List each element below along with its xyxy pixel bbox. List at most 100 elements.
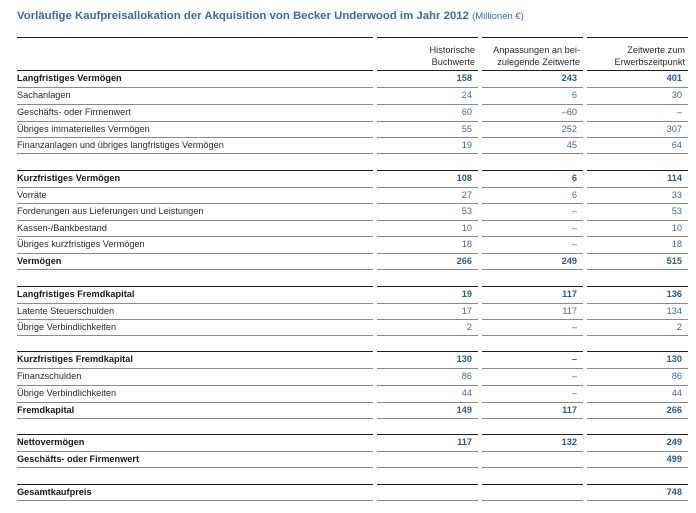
row-rule bbox=[587, 434, 688, 435]
row-label: Sachanlagen bbox=[17, 90, 71, 100]
cell-v1: 17 bbox=[461, 306, 472, 316]
row-rule-bottom bbox=[377, 467, 478, 468]
cell-v1: 27 bbox=[461, 190, 472, 200]
title-text: Vorläufige Kaufpreisallokation der Akqui… bbox=[17, 10, 469, 22]
row-rule bbox=[17, 70, 373, 71]
row-rule bbox=[377, 203, 478, 204]
row-rule bbox=[17, 303, 373, 304]
row-rule-bottom bbox=[482, 418, 583, 419]
row-rule bbox=[377, 220, 478, 221]
row-rule bbox=[17, 87, 373, 88]
row-label: Forderungen aus Lieferungen und Leistung… bbox=[17, 206, 204, 216]
row-rule bbox=[377, 286, 478, 287]
row-label: Übriges immaterielles Vermögen bbox=[17, 124, 150, 134]
row-rule bbox=[482, 402, 583, 403]
cell-v1: 44 bbox=[461, 388, 472, 398]
row-rule bbox=[377, 351, 478, 352]
row-rule bbox=[377, 368, 478, 369]
row-rule-bottom bbox=[17, 153, 373, 154]
row-rule bbox=[587, 351, 688, 352]
row-rule-bottom bbox=[482, 153, 583, 154]
cell-v3: 266 bbox=[666, 405, 682, 415]
row-rule bbox=[17, 220, 373, 221]
row-rule-bottom bbox=[17, 335, 373, 336]
row-rule bbox=[587, 187, 688, 188]
cell-v3: 515 bbox=[666, 256, 682, 266]
cell-v2: 117 bbox=[562, 405, 577, 415]
row-rule bbox=[17, 385, 373, 386]
row-rule-bottom bbox=[482, 335, 583, 336]
row-rule-bottom bbox=[587, 153, 688, 154]
row-rule bbox=[482, 303, 583, 304]
title-unit: (Millionen €) bbox=[472, 11, 524, 22]
row-rule bbox=[482, 286, 583, 287]
row-rule bbox=[377, 319, 478, 320]
row-rule bbox=[587, 484, 688, 485]
header-col1: Historische Buchwerte bbox=[377, 44, 475, 68]
cell-v3: 307 bbox=[666, 124, 682, 134]
cell-v3: 44 bbox=[671, 388, 682, 398]
cell-v1: 117 bbox=[457, 437, 472, 447]
row-rule bbox=[377, 121, 478, 122]
header-col1-line2: Buchwerte bbox=[431, 57, 475, 67]
cell-v2: – bbox=[571, 371, 577, 381]
cell-v2: – bbox=[571, 223, 577, 233]
row-rule bbox=[17, 170, 373, 171]
row-rule-bottom bbox=[377, 418, 478, 419]
row-rule bbox=[17, 451, 373, 452]
cell-v3: 33 bbox=[671, 190, 682, 200]
row-rule-bottom bbox=[377, 269, 478, 270]
row-label: Langfristiges Fremdkapital bbox=[17, 289, 135, 299]
header-col2-line2: zulegende Zeitwerte bbox=[497, 57, 580, 67]
top-rule-col2 bbox=[482, 37, 583, 38]
row-rule-bottom bbox=[482, 467, 583, 468]
cell-v2: – bbox=[571, 206, 577, 216]
cell-v1: 149 bbox=[456, 405, 472, 415]
row-rule-bottom bbox=[377, 153, 478, 154]
row-rule bbox=[17, 104, 373, 105]
row-rule bbox=[17, 351, 373, 352]
row-label: Geschäfts- oder Firmenwert bbox=[17, 107, 131, 117]
row-rule bbox=[482, 104, 583, 105]
row-label: Übriges kurzfristiges Vermögen bbox=[17, 239, 145, 249]
cell-v3: 30 bbox=[671, 90, 682, 100]
row-rule bbox=[587, 253, 688, 254]
row-rule bbox=[482, 187, 583, 188]
header-col3: Zeitwerte zum Erwerbszeitpunkt bbox=[587, 44, 685, 68]
row-rule-bottom bbox=[587, 418, 688, 419]
row-rule bbox=[587, 121, 688, 122]
row-rule bbox=[587, 203, 688, 204]
row-rule bbox=[587, 385, 688, 386]
row-rule bbox=[587, 368, 688, 369]
row-rule bbox=[482, 70, 583, 71]
row-rule bbox=[377, 137, 478, 138]
row-rule bbox=[377, 451, 478, 452]
cell-v1: 130 bbox=[456, 354, 472, 364]
header-col2-line1: Anpassungen an bei- bbox=[493, 45, 580, 55]
header-col3-line1: Zeitwerte zum bbox=[627, 45, 685, 55]
cell-v2: 6 bbox=[571, 190, 577, 200]
cell-v3: 10 bbox=[671, 223, 682, 233]
row-rule bbox=[377, 236, 478, 237]
row-rule bbox=[377, 402, 478, 403]
row-rule-bottom bbox=[17, 467, 373, 468]
row-rule bbox=[482, 434, 583, 435]
cell-v2: 117 bbox=[562, 289, 577, 299]
row-label: Geschäfts- oder Firmenwert bbox=[17, 454, 140, 464]
row-rule bbox=[377, 385, 478, 386]
row-rule bbox=[587, 451, 688, 452]
row-rule bbox=[17, 319, 373, 320]
row-label: Kurzfristiges Vermögen bbox=[17, 173, 121, 183]
row-rule bbox=[482, 319, 583, 320]
cell-v2: – bbox=[571, 388, 577, 398]
row-rule bbox=[587, 303, 688, 304]
cell-v2: 243 bbox=[561, 73, 577, 83]
row-rule bbox=[482, 385, 583, 386]
row-rule bbox=[482, 203, 583, 204]
cell-v2: 252 bbox=[561, 124, 577, 134]
cell-v1: 18 bbox=[461, 239, 472, 249]
header-col3-line2: Erwerbszeitpunkt bbox=[614, 57, 685, 67]
cell-v2: 249 bbox=[561, 256, 577, 266]
cell-v3: 18 bbox=[671, 239, 682, 249]
row-label: Nettovermögen bbox=[17, 437, 85, 447]
